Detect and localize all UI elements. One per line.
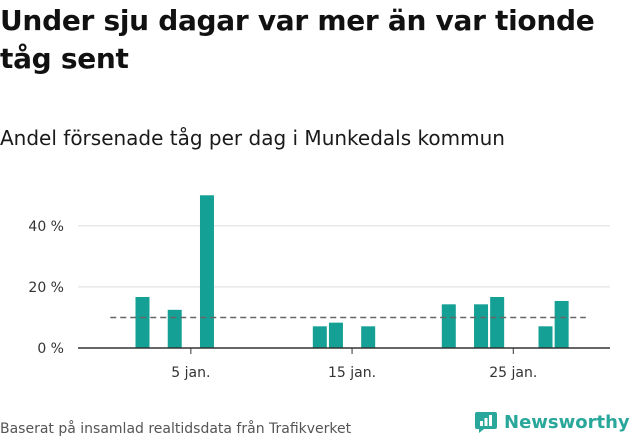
bar-chart: 0 % 20 % 40 % 5 jan. 15 jan. 25 jan. (28, 195, 610, 381)
bar (538, 326, 553, 348)
bar (490, 296, 505, 348)
chart-subtitle: Andel försenade tåg per dag i Munkedals … (0, 126, 505, 150)
y-tick-label: 0 % (37, 341, 64, 357)
bar (328, 322, 343, 348)
bar (135, 296, 150, 348)
x-tick-label: 5 jan. (171, 365, 210, 381)
bar (167, 309, 182, 348)
y-tick-label: 20 % (28, 280, 64, 296)
source-note: Baserat på insamlad realtidsdata från Tr… (0, 421, 352, 437)
chart-title: Under sju dagar var mer än var tionde tå… (0, 4, 595, 75)
newsworthy-logo-icon (475, 412, 497, 433)
bar (199, 195, 214, 348)
bar (474, 304, 489, 348)
brand-name: Newsworthy (504, 411, 630, 433)
y-tick-label: 40 % (28, 219, 64, 235)
bar (554, 300, 569, 348)
brand-logo[interactable]: Newsworthy (474, 408, 630, 436)
bar (312, 326, 327, 348)
x-tick-label: 15 jan. (328, 365, 376, 381)
bar (361, 326, 376, 348)
bar (441, 304, 456, 348)
x-tick-label: 25 jan. (489, 365, 537, 381)
